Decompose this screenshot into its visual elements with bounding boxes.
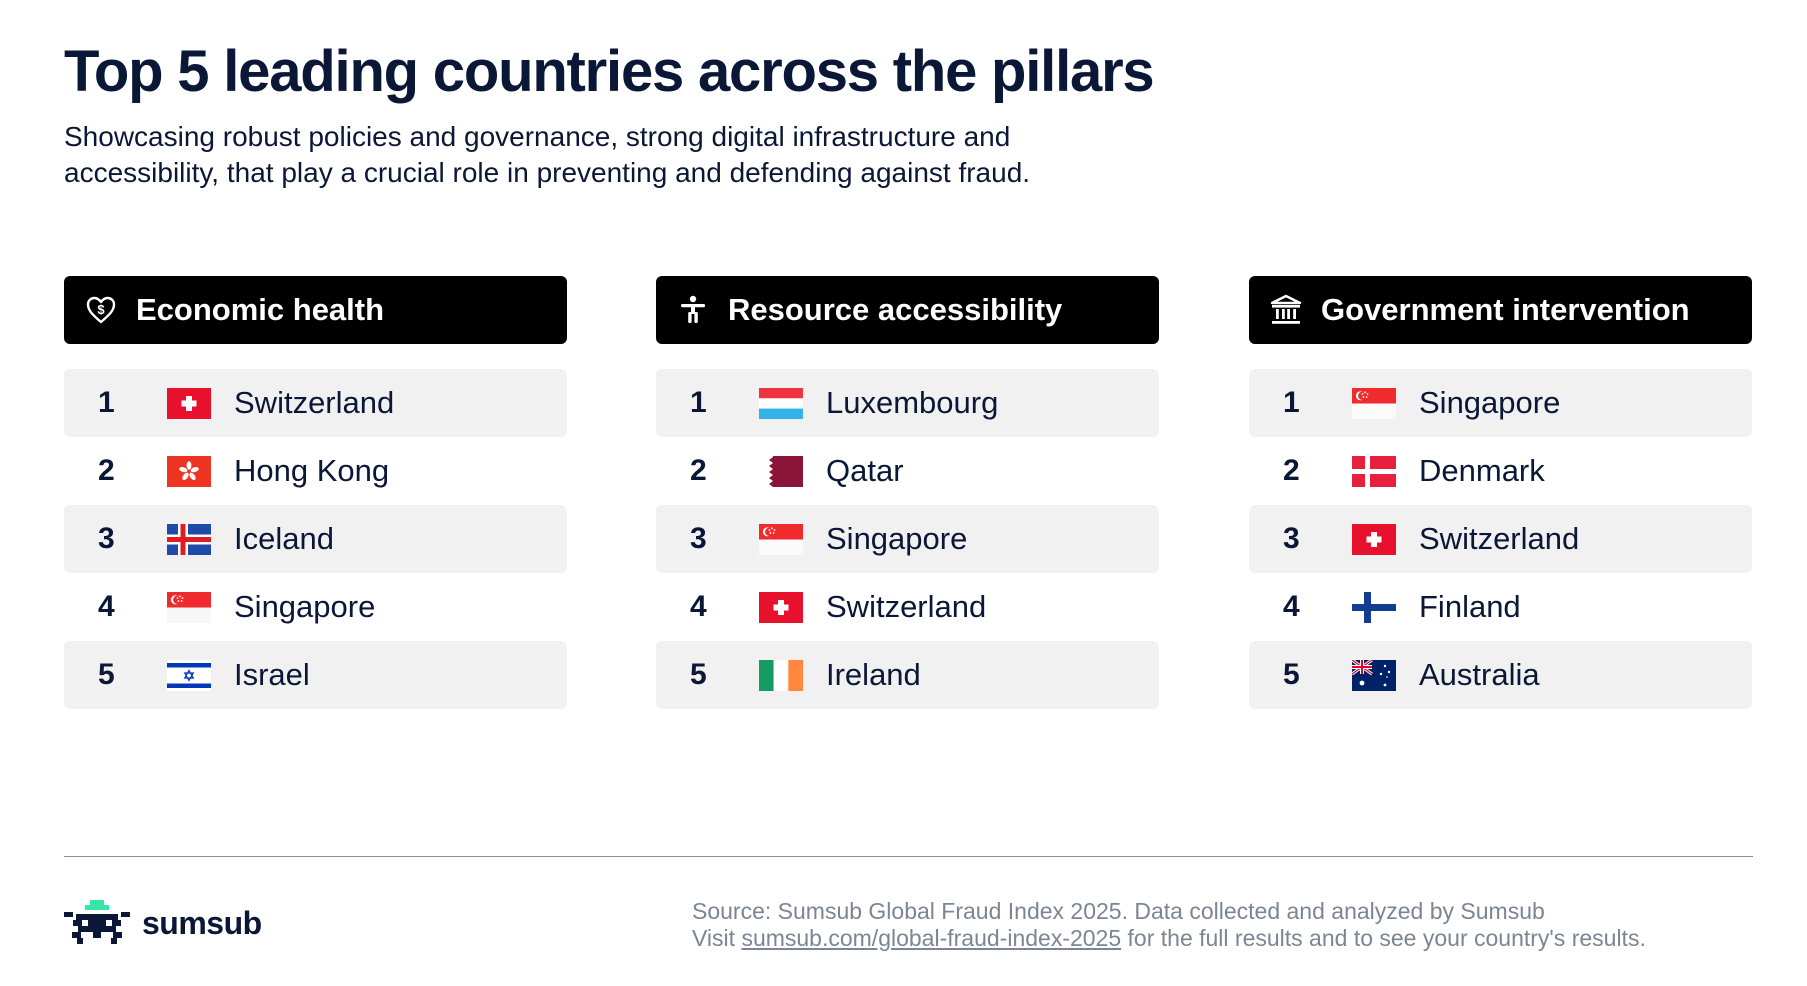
rank-number: 4 [690,590,707,623]
footer-divider [64,856,1753,857]
rank-number: 1 [690,386,707,419]
rank-number: 2 [1283,454,1300,487]
ranking-row: 5 Australia [1249,641,1752,709]
pillar-title: Government intervention [1321,292,1690,327]
rank-number: 1 [98,386,115,419]
page-subtitle: Showcasing robust policies and governanc… [64,121,1031,188]
flag-switzerland-icon [759,591,803,623]
country-name: Switzerland [1419,521,1580,556]
flag-switzerland-icon [1352,523,1396,555]
flag-denmark-icon [1352,455,1396,487]
flag-luxembourg-icon [759,387,803,419]
country-name: Iceland [234,521,334,556]
rank-number: 3 [690,522,707,555]
rank-number: 2 [690,454,707,487]
sumsub-logo[interactable]: sumsub [64,900,262,946]
country-name: Australia [1419,657,1540,692]
ranking-row: 3 Switzerland [1249,505,1752,573]
page-title: Top 5 leading countries across the pilla… [64,39,1155,104]
ranking-row: 5 Ireland [656,641,1159,709]
svg-text:$: $ [97,302,105,317]
accessibility-person-icon [676,293,710,327]
country-name: Finland [1419,589,1521,624]
source-line: Source: Sumsub Global Fraud Index 2025. … [692,898,1545,924]
country-name: Singapore [826,521,968,556]
ranking-row: 1 Luxembourg [656,369,1159,437]
rank-number: 5 [1283,658,1300,691]
pillar-title: Economic health [136,292,385,327]
rank-number: 5 [98,658,115,691]
ranking-row: 3 Iceland [64,505,567,573]
pillar-government-intervention: Government intervention 1 Singapore 2 De… [1249,276,1752,709]
flag-australia-icon [1352,659,1396,691]
pillar-header: Resource accessibility [656,276,1159,344]
pillar-title: Resource accessibility [728,292,1063,327]
visit-line: Visit sumsub.com/global-fraud-index-2025… [692,925,1646,952]
pillar-header: Government intervention [1249,276,1752,344]
rank-number: 4 [98,590,115,623]
rank-number: 3 [98,522,115,555]
ranking-row: 1 Switzerland [64,369,567,437]
source-note: Source: Sumsub Global Fraud Index 2025. … [692,898,1646,952]
country-name: Ireland [826,657,921,692]
ranking-row: 1 Singapore [1249,369,1752,437]
rank-number: 4 [1283,590,1300,623]
flag-singapore-icon [1352,387,1396,419]
country-name: Switzerland [234,385,395,420]
government-building-icon [1269,293,1303,327]
ranking-row: 4 Singapore [64,573,567,641]
heart-dollar-icon: $ [84,293,118,327]
flag-iceland-icon [167,523,211,555]
ranking-row: 2 Denmark [1249,437,1752,505]
flag-singapore-icon [167,591,211,623]
flag-qatar-icon [759,455,803,487]
rank-number: 5 [690,658,707,691]
ranking-row: 4 Switzerland [656,573,1159,641]
rank-number: 3 [1283,522,1300,555]
sumsub-logo-icon [64,900,130,944]
index-link[interactable]: sumsub.com/global-fraud-index-2025 [741,925,1122,951]
country-name: Hong Kong [234,453,390,488]
visit-label: Visit [692,925,736,951]
flag-israel-icon [167,659,211,691]
country-name: Qatar [826,453,904,488]
flag-singapore-icon [759,523,803,555]
pillar-resource-accessibility: Resource accessibility 1 Luxembourg 2 Qa… [656,276,1159,709]
flag-ireland-icon [759,659,803,691]
pillar-economic-health: $ Economic health 1 Switzerland 2 Hong K… [64,276,567,709]
ranking-row: 4 Finland [1249,573,1752,641]
ranking-row: 3 Singapore [656,505,1159,573]
country-name: Singapore [1419,385,1561,420]
visit-suffix: for the full results and to see your cou… [1127,925,1646,951]
country-name: Luxembourg [826,385,999,420]
rank-number: 2 [98,454,115,487]
pillar-header: $ Economic health [64,276,567,344]
flag-hong-kong-icon [167,455,211,487]
rank-number: 1 [1283,386,1300,419]
ranking-row: 5 Israel [64,641,567,709]
flag-switzerland-icon [167,387,211,419]
ranking-row: 2 Qatar [656,437,1159,505]
country-name: Denmark [1419,453,1545,488]
country-name: Switzerland [826,589,987,624]
country-name: Singapore [234,589,376,624]
logo-text: sumsub [142,904,262,941]
ranking-row: 2 Hong Kong [64,437,567,505]
country-name: Israel [234,657,310,692]
flag-finland-icon [1352,591,1396,623]
